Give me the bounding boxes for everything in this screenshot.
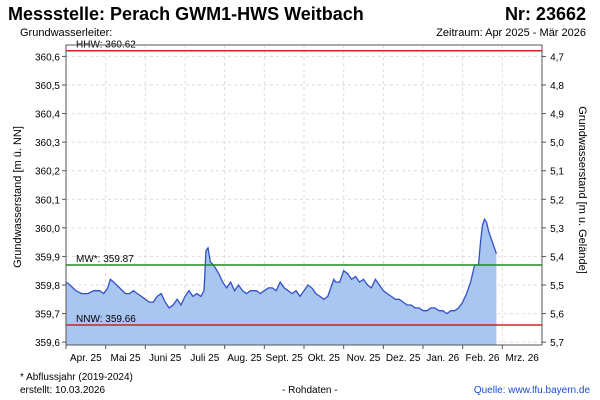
y-tick-label-right: 5,4 bbox=[550, 252, 564, 263]
y-tick-label-right: 5,7 bbox=[550, 338, 564, 349]
created-date: erstellt: 10.03.2026 bbox=[20, 385, 106, 396]
reference-label: MW*: 359.87 bbox=[76, 254, 134, 265]
raw-data-note: - Rohdaten - bbox=[282, 385, 338, 396]
y-tick-label-left: 360,2 bbox=[35, 167, 60, 178]
period-label: Zeitraum: Apr 2025 - Mär 2026 bbox=[436, 27, 586, 39]
level-area bbox=[66, 219, 497, 345]
x-tick-label: Mrz. 26 bbox=[505, 353, 539, 364]
x-tick-label: Jan. 26 bbox=[426, 353, 459, 364]
x-tick-label: Juli 25 bbox=[190, 353, 219, 364]
x-tick-label: Dez. 25 bbox=[386, 353, 421, 364]
y-tick-label-right: 4,9 bbox=[550, 110, 564, 121]
y-tick-label-left: 360,3 bbox=[35, 138, 60, 149]
y-axis-label-left: Grundwasserstand [m ü. NN] bbox=[12, 126, 24, 268]
y-tick-label-right: 5,0 bbox=[550, 138, 564, 149]
y-tick-label-left: 359,7 bbox=[35, 310, 60, 321]
aquifer-label: Grundwasserleiter: bbox=[20, 27, 113, 39]
y-tick-label-left: 360,6 bbox=[35, 52, 60, 63]
x-tick-label: Sept. 25 bbox=[266, 353, 304, 364]
y-tick-label-right: 5,2 bbox=[550, 195, 564, 206]
source-link[interactable]: Quelle: www.lfu.bayern.de bbox=[473, 385, 590, 396]
x-tick-label: Nov. 25 bbox=[347, 353, 381, 364]
x-tick-label: Mai 25 bbox=[110, 353, 140, 364]
x-tick-label: Juni 25 bbox=[149, 353, 182, 364]
axis-ticks: 360,6 4,7 360,5 4,8 360,4 4,9 360,3 5,0 360,2 5,1… bbox=[35, 52, 564, 364]
level-line bbox=[65, 217, 498, 315]
y-tick-label-left: 359,6 bbox=[35, 338, 60, 349]
y-tick-label-right: 4,8 bbox=[550, 81, 564, 92]
y-tick-label-left: 359,9 bbox=[35, 252, 60, 263]
page-title: Messstelle: Perach GWM1-HWS Weitbach bbox=[8, 4, 364, 24]
x-tick-label: Apr. 25 bbox=[70, 353, 102, 364]
x-tick-label: Okt. 25 bbox=[308, 353, 341, 364]
x-tick-label: Feb. 26 bbox=[466, 353, 500, 364]
y-tick-label-left: 360,5 bbox=[35, 81, 60, 92]
y-tick-label-left: 360,0 bbox=[35, 224, 60, 235]
y-tick-label-right: 5,6 bbox=[550, 310, 564, 321]
y-tick-label-right: 5,1 bbox=[550, 167, 564, 178]
y-axis-label-right: Grundwasserstand [m u. Gelände] bbox=[576, 106, 588, 274]
footnote: * Abflussjahr (2019-2024) bbox=[20, 372, 133, 383]
y-tick-label-right: 5,3 bbox=[550, 224, 564, 235]
reference-label: NNW: 359.66 bbox=[76, 314, 136, 325]
y-tick-label-right: 4,7 bbox=[550, 52, 564, 63]
y-tick-label-left: 360,1 bbox=[35, 195, 60, 206]
y-tick-label-left: 359,8 bbox=[35, 281, 60, 292]
station-number: Nr: 23662 bbox=[504, 4, 586, 24]
y-tick-label-left: 360,4 bbox=[35, 110, 60, 121]
y-tick-label-right: 5,5 bbox=[550, 281, 564, 292]
x-tick-label: Aug. 25 bbox=[227, 353, 262, 364]
